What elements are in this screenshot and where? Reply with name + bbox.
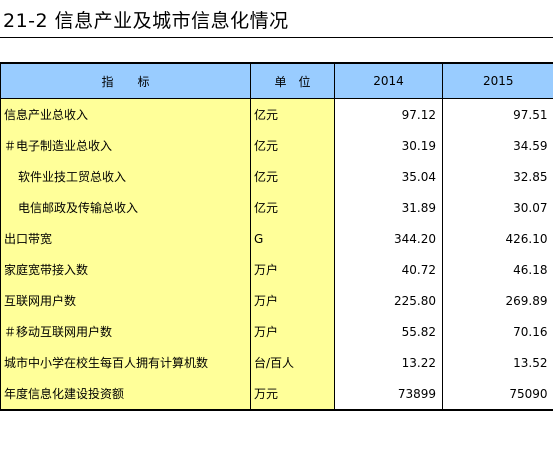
table-row: 互联网用户数 万户 225.80 269.89 <box>0 285 553 316</box>
row-indicator: ＃电子制造业总收入 <box>0 130 251 161</box>
header-year-2014: 2014 <box>334 62 443 99</box>
row-value-2015: 97.51 <box>442 98 553 130</box>
row-unit: 亿元 <box>250 98 335 130</box>
row-unit: 亿元 <box>250 130 335 161</box>
row-value-2014: 40.72 <box>334 254 443 285</box>
table-row: 电信邮政及传输总收入 亿元 31.89 30.07 <box>0 192 553 223</box>
row-value-2014: 225.80 <box>334 285 443 316</box>
row-value-2014: 73899 <box>334 378 443 411</box>
row-indicator: 出口带宽 <box>0 223 251 254</box>
row-value-2014: 55.82 <box>334 316 443 347</box>
row-value-2015: 34.59 <box>442 130 553 161</box>
row-value-2014: 30.19 <box>334 130 443 161</box>
header-unit: 单 位 <box>250 62 335 99</box>
row-indicator: 城市中小学在校生每百人拥有计算机数 <box>0 347 251 378</box>
row-value-2015: 46.18 <box>442 254 553 285</box>
row-indicator: 电信邮政及传输总收入 <box>0 192 251 223</box>
row-value-2015: 269.89 <box>442 285 553 316</box>
table-row: 信息产业总收入 亿元 97.12 97.51 <box>0 98 553 130</box>
row-value-2015: 32.85 <box>442 161 553 192</box>
row-indicator: 互联网用户数 <box>0 285 251 316</box>
row-indicator: 年度信息化建设投资额 <box>0 378 251 411</box>
row-value-2014: 344.20 <box>334 223 443 254</box>
row-unit: 万户 <box>250 316 335 347</box>
row-value-2015: 13.52 <box>442 347 553 378</box>
row-value-2014: 31.89 <box>334 192 443 223</box>
row-indicator: 信息产业总收入 <box>0 98 251 130</box>
row-value-2015: 426.10 <box>442 223 553 254</box>
table-row: 软件业技工贸总收入 亿元 35.04 32.85 <box>0 161 553 192</box>
statistics-table: 指 标 单 位 2014 2015 信息产业总收入 亿元 97.12 97.51 ＃电子… <box>0 62 553 411</box>
row-unit: 万户 <box>250 254 335 285</box>
header-year-2015: 2015 <box>442 62 553 99</box>
row-unit: G <box>250 223 335 254</box>
row-indicator: 家庭宽带接入数 <box>0 254 251 285</box>
row-unit: 亿元 <box>250 161 335 192</box>
row-value-2014: 13.22 <box>334 347 443 378</box>
table-header-row: 指 标 单 位 2014 2015 <box>0 62 553 99</box>
row-unit: 亿元 <box>250 192 335 223</box>
page-title: 21-2 信息产业及城市信息化情况 <box>3 10 289 32</box>
table-row: 年度信息化建设投资额 万元 73899 75090 <box>0 378 553 411</box>
row-unit: 万元 <box>250 378 335 411</box>
row-indicator: 软件业技工贸总收入 <box>0 161 251 192</box>
table-row: ＃移动互联网用户数 万户 55.82 70.16 <box>0 316 553 347</box>
row-value-2015: 75090 <box>442 378 553 411</box>
row-value-2014: 35.04 <box>334 161 443 192</box>
row-value-2014: 97.12 <box>334 98 443 130</box>
table-row: 城市中小学在校生每百人拥有计算机数 台/百人 13.22 13.52 <box>0 347 553 378</box>
table-row: ＃电子制造业总收入 亿元 30.19 34.59 <box>0 130 553 161</box>
row-unit: 万户 <box>250 285 335 316</box>
title-divider <box>0 37 553 38</box>
table-row: 出口带宽 G 344.20 426.10 <box>0 223 553 254</box>
table-body: 信息产业总收入 亿元 97.12 97.51 ＃电子制造业总收入 亿元 30.19 34.59… <box>0 98 553 411</box>
row-value-2015: 70.16 <box>442 316 553 347</box>
row-indicator: ＃移动互联网用户数 <box>0 316 251 347</box>
row-value-2015: 30.07 <box>442 192 553 223</box>
row-unit: 台/百人 <box>250 347 335 378</box>
table-row: 家庭宽带接入数 万户 40.72 46.18 <box>0 254 553 285</box>
header-indicator: 指 标 <box>0 62 251 99</box>
